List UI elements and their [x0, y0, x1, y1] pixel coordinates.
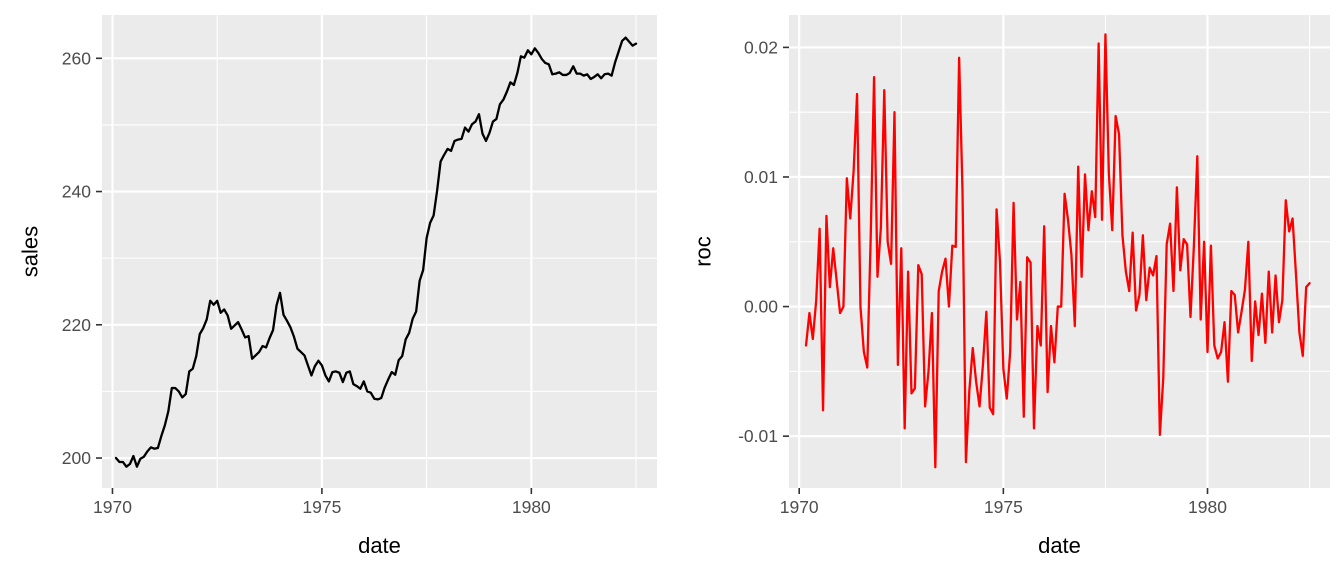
sales-panel-background: [102, 15, 657, 488]
sales-y-tick-label: 240: [62, 182, 91, 202]
roc-y-axis-title: roc: [691, 236, 716, 267]
sales-x-tick-label: 1980: [512, 497, 551, 517]
sales-x-tick-label: 1975: [302, 497, 341, 517]
roc-y-tick-label: 0.00: [744, 297, 778, 317]
sales-chart: 1970 1975 1980 200 220 240 260 date sales: [18, 15, 657, 558]
roc-x-axis-title: date: [1038, 533, 1081, 558]
roc-y-tick-label: -0.01: [738, 426, 778, 446]
sales-series-line: [114, 36, 638, 468]
roc-x-tick-label: 1975: [984, 497, 1023, 517]
roc-chart: 1970 1975 1980 -0.01 0.00 0.01 0.02 date roc: [691, 15, 1330, 558]
sales-y-tick-label: 260: [62, 48, 91, 68]
roc-x-tick-label: 1980: [1188, 497, 1227, 517]
roc-x-tick-label: 1970: [780, 497, 819, 517]
sales-y-tick-label: 200: [62, 448, 91, 468]
sales-x-tick-label: 1970: [93, 497, 132, 517]
sales-x-axis-title: date: [358, 533, 401, 558]
sales-gridlines: [102, 15, 657, 488]
roc-series-line: [804, 33, 1311, 469]
roc-y-tick-label: 0.01: [744, 167, 778, 187]
sales-y-axis-title: sales: [18, 226, 43, 277]
roc-y-tick-label: 0.02: [744, 37, 778, 57]
sales-y-tick-label: 220: [62, 315, 91, 335]
